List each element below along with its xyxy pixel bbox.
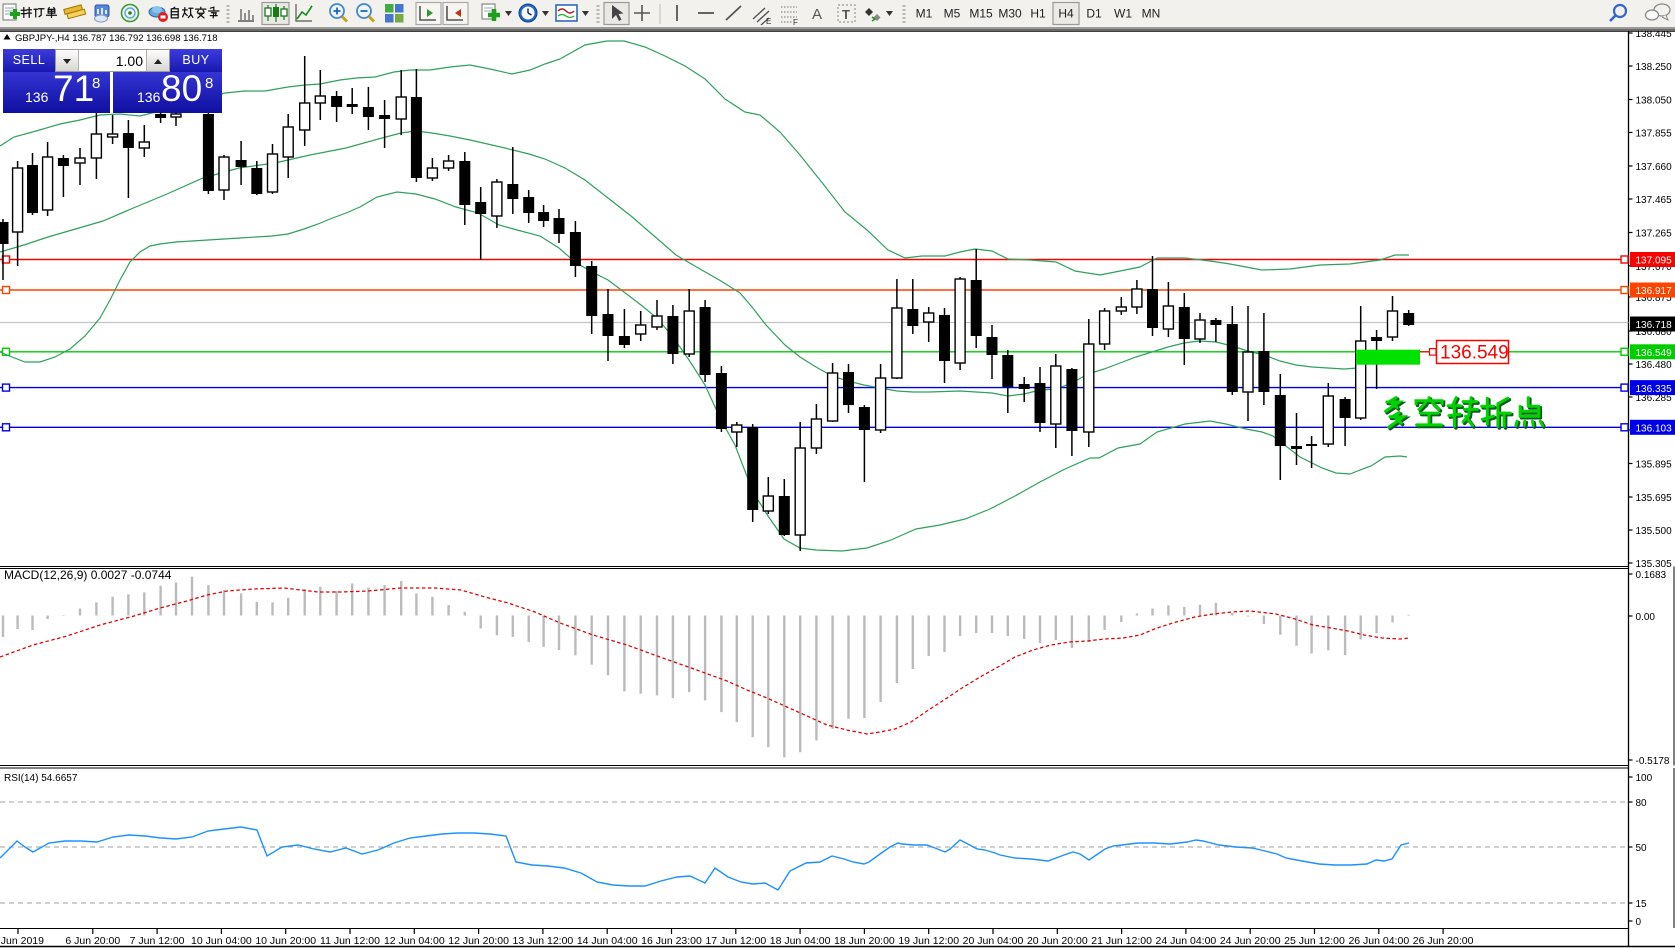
svg-text:H1: H1	[1030, 7, 1046, 21]
svg-text:14 Jun 04:00: 14 Jun 04:00	[577, 935, 638, 947]
svg-text:137.660: 137.660	[1636, 162, 1673, 173]
svg-text:-0.5178: -0.5178	[1636, 756, 1670, 767]
svg-text:M1: M1	[916, 7, 933, 21]
svg-text:137.095: 137.095	[1636, 256, 1673, 267]
svg-text:26 Jun 20:00: 26 Jun 20:00	[1413, 935, 1474, 947]
svg-text:137.265: 137.265	[1636, 229, 1673, 240]
svg-text:12 Jun 04:00: 12 Jun 04:00	[384, 935, 445, 947]
svg-text:10 Jun 20:00: 10 Jun 20:00	[255, 935, 316, 947]
svg-text:136.285: 136.285	[1636, 393, 1673, 404]
svg-text:6 Jun 2019: 6 Jun 2019	[0, 935, 44, 947]
svg-text:138.250: 138.250	[1636, 62, 1673, 73]
svg-text:136.875: 136.875	[1636, 293, 1673, 304]
svg-text:136.917: 136.917	[1636, 286, 1673, 297]
svg-text:24 Jun 20:00: 24 Jun 20:00	[1220, 935, 1281, 947]
svg-text:15: 15	[1636, 899, 1648, 910]
svg-text:100: 100	[1636, 773, 1653, 784]
svg-text:25 Jun 12:00: 25 Jun 12:00	[1284, 935, 1345, 947]
svg-text:0: 0	[1636, 917, 1642, 928]
svg-text:13 Jun 12:00: 13 Jun 12:00	[513, 935, 574, 947]
svg-text:0.1683: 0.1683	[1636, 570, 1667, 581]
svg-text:W1: W1	[1114, 7, 1132, 21]
svg-text:MACD(12,26,9) 0.0027 -0.0744: MACD(12,26,9) 0.0027 -0.0744	[4, 568, 172, 582]
svg-text:135.695: 135.695	[1636, 493, 1673, 504]
svg-text:D1: D1	[1086, 7, 1102, 21]
svg-text:136.480: 136.480	[1636, 360, 1673, 371]
svg-text:H4: H4	[1058, 7, 1074, 21]
svg-text:80: 80	[1636, 798, 1648, 809]
svg-text:10 Jun 04:00: 10 Jun 04:00	[191, 935, 252, 947]
svg-text:135.305: 135.305	[1636, 559, 1673, 570]
svg-text:136.335: 136.335	[1636, 384, 1673, 395]
svg-text:MN: MN	[1142, 7, 1161, 21]
svg-text:19 Jun 12:00: 19 Jun 12:00	[898, 935, 959, 947]
svg-text:18 Jun 04:00: 18 Jun 04:00	[770, 935, 831, 947]
svg-text:18 Jun 20:00: 18 Jun 20:00	[834, 935, 895, 947]
svg-text:136.549: 136.549	[1636, 348, 1673, 359]
svg-text:137.070: 137.070	[1636, 262, 1673, 273]
svg-text:138.050: 138.050	[1636, 96, 1673, 107]
svg-text:0.00: 0.00	[1636, 612, 1656, 623]
svg-text:26 Jun 04:00: 26 Jun 04:00	[1348, 935, 1409, 947]
svg-text:24 Jun 04:00: 24 Jun 04:00	[1156, 935, 1217, 947]
svg-text:135.500: 135.500	[1636, 526, 1673, 537]
svg-text:136.549: 136.549	[1440, 343, 1509, 364]
svg-text:21 Jun 12:00: 21 Jun 12:00	[1091, 935, 1152, 947]
svg-text:12 Jun 20:00: 12 Jun 20:00	[448, 935, 509, 947]
svg-text:136.103: 136.103	[1636, 424, 1673, 435]
svg-text:M30: M30	[998, 7, 1022, 21]
svg-text:7 Jun 12:00: 7 Jun 12:00	[130, 935, 185, 947]
svg-text:20 Jun 20:00: 20 Jun 20:00	[1027, 935, 1088, 947]
svg-text:20 Jun 04:00: 20 Jun 04:00	[963, 935, 1024, 947]
svg-text:11 Jun 12:00: 11 Jun 12:00	[320, 935, 380, 947]
svg-text:M15: M15	[969, 7, 993, 21]
svg-text:136.718: 136.718	[1636, 320, 1673, 331]
svg-text:T: T	[842, 7, 850, 22]
svg-text:135.895: 135.895	[1636, 460, 1673, 471]
svg-text:E: E	[766, 17, 771, 26]
svg-text:F: F	[793, 18, 798, 27]
svg-text:M5: M5	[944, 7, 961, 21]
svg-text:GBPJPY-,H4 136.787 136.792 13: GBPJPY-,H4 136.787 136.792 136.698 136.7…	[15, 33, 217, 44]
svg-text:A: A	[812, 6, 822, 23]
svg-text:137.855: 137.855	[1636, 129, 1673, 140]
svg-text:RSI(14) 54.6657: RSI(14) 54.6657	[4, 773, 78, 784]
svg-text:137.465: 137.465	[1636, 195, 1673, 206]
svg-text:136.680: 136.680	[1636, 327, 1673, 338]
svg-text:50: 50	[1636, 843, 1648, 854]
svg-text:6 Jun 20:00: 6 Jun 20:00	[65, 935, 120, 947]
svg-text:17 Jun 12:00: 17 Jun 12:00	[705, 935, 766, 947]
svg-text:138.445: 138.445	[1636, 29, 1673, 40]
svg-text:16 Jun 23:00: 16 Jun 23:00	[641, 935, 702, 947]
